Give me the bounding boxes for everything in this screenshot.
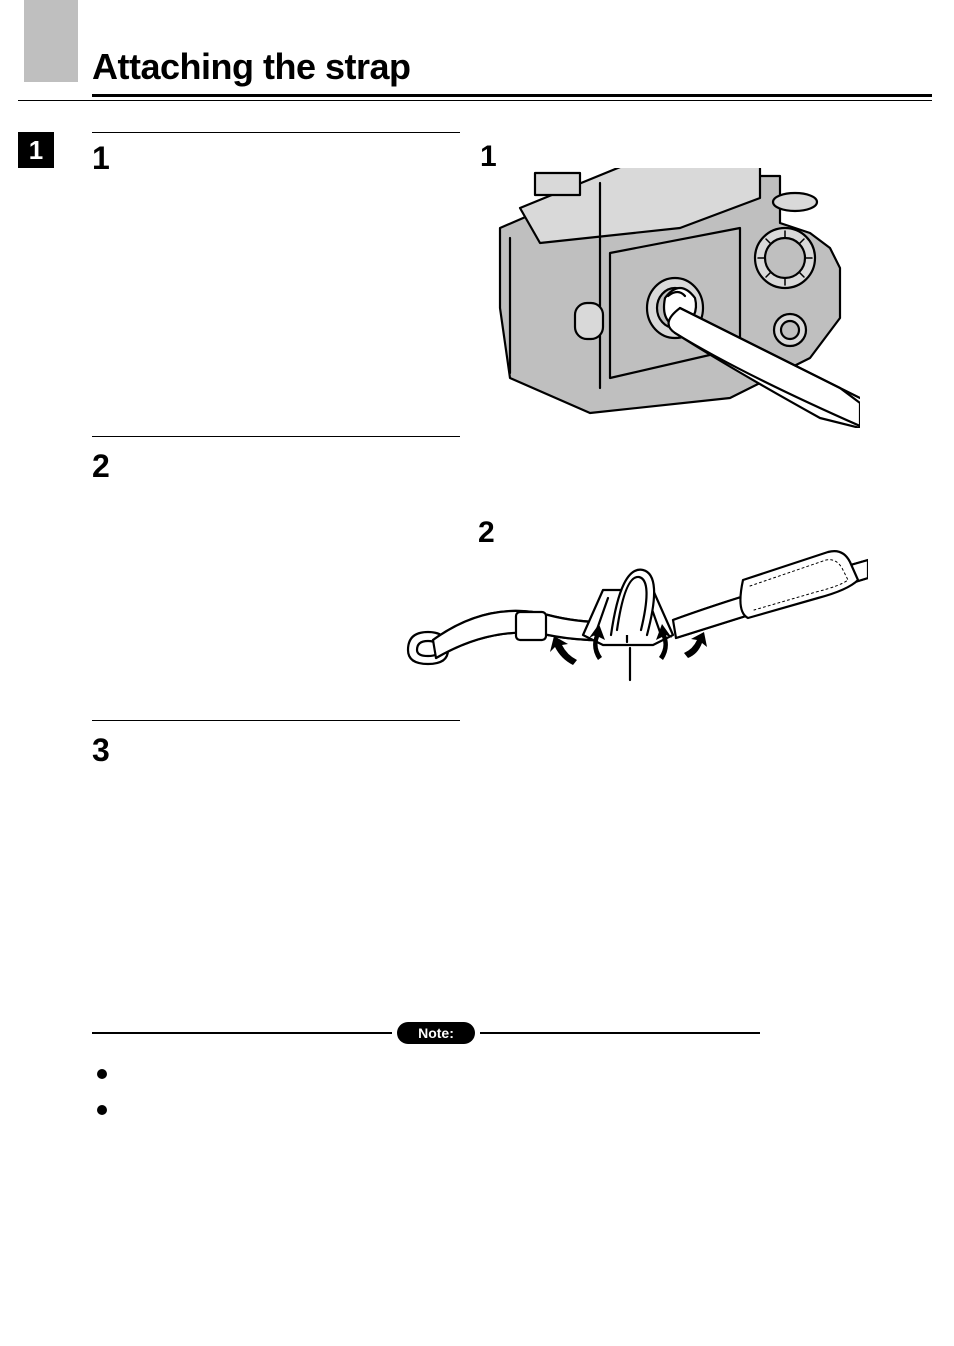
step-3-rule — [92, 720, 460, 721]
step-1-number: 1 — [92, 140, 110, 177]
step-2-number: 2 — [92, 448, 110, 485]
header-gray-block — [24, 0, 78, 82]
page-title: Attaching the strap — [92, 46, 411, 88]
note-bullet-2 — [97, 1105, 107, 1115]
step-2-rule — [92, 436, 460, 437]
step-1-rule — [92, 132, 460, 133]
note-bullet-1 — [97, 1069, 107, 1079]
figure-1-illustration — [480, 168, 860, 428]
note-pill: Note: — [397, 1022, 475, 1044]
chapter-badge: 1 — [18, 132, 54, 168]
figure-2-illustration — [398, 540, 868, 710]
step-3-number: 3 — [92, 732, 110, 769]
title-rule-thick — [92, 94, 932, 97]
note-rule-left — [92, 1032, 392, 1034]
title-rule-thin — [18, 100, 932, 101]
note-rule-right — [480, 1032, 760, 1034]
